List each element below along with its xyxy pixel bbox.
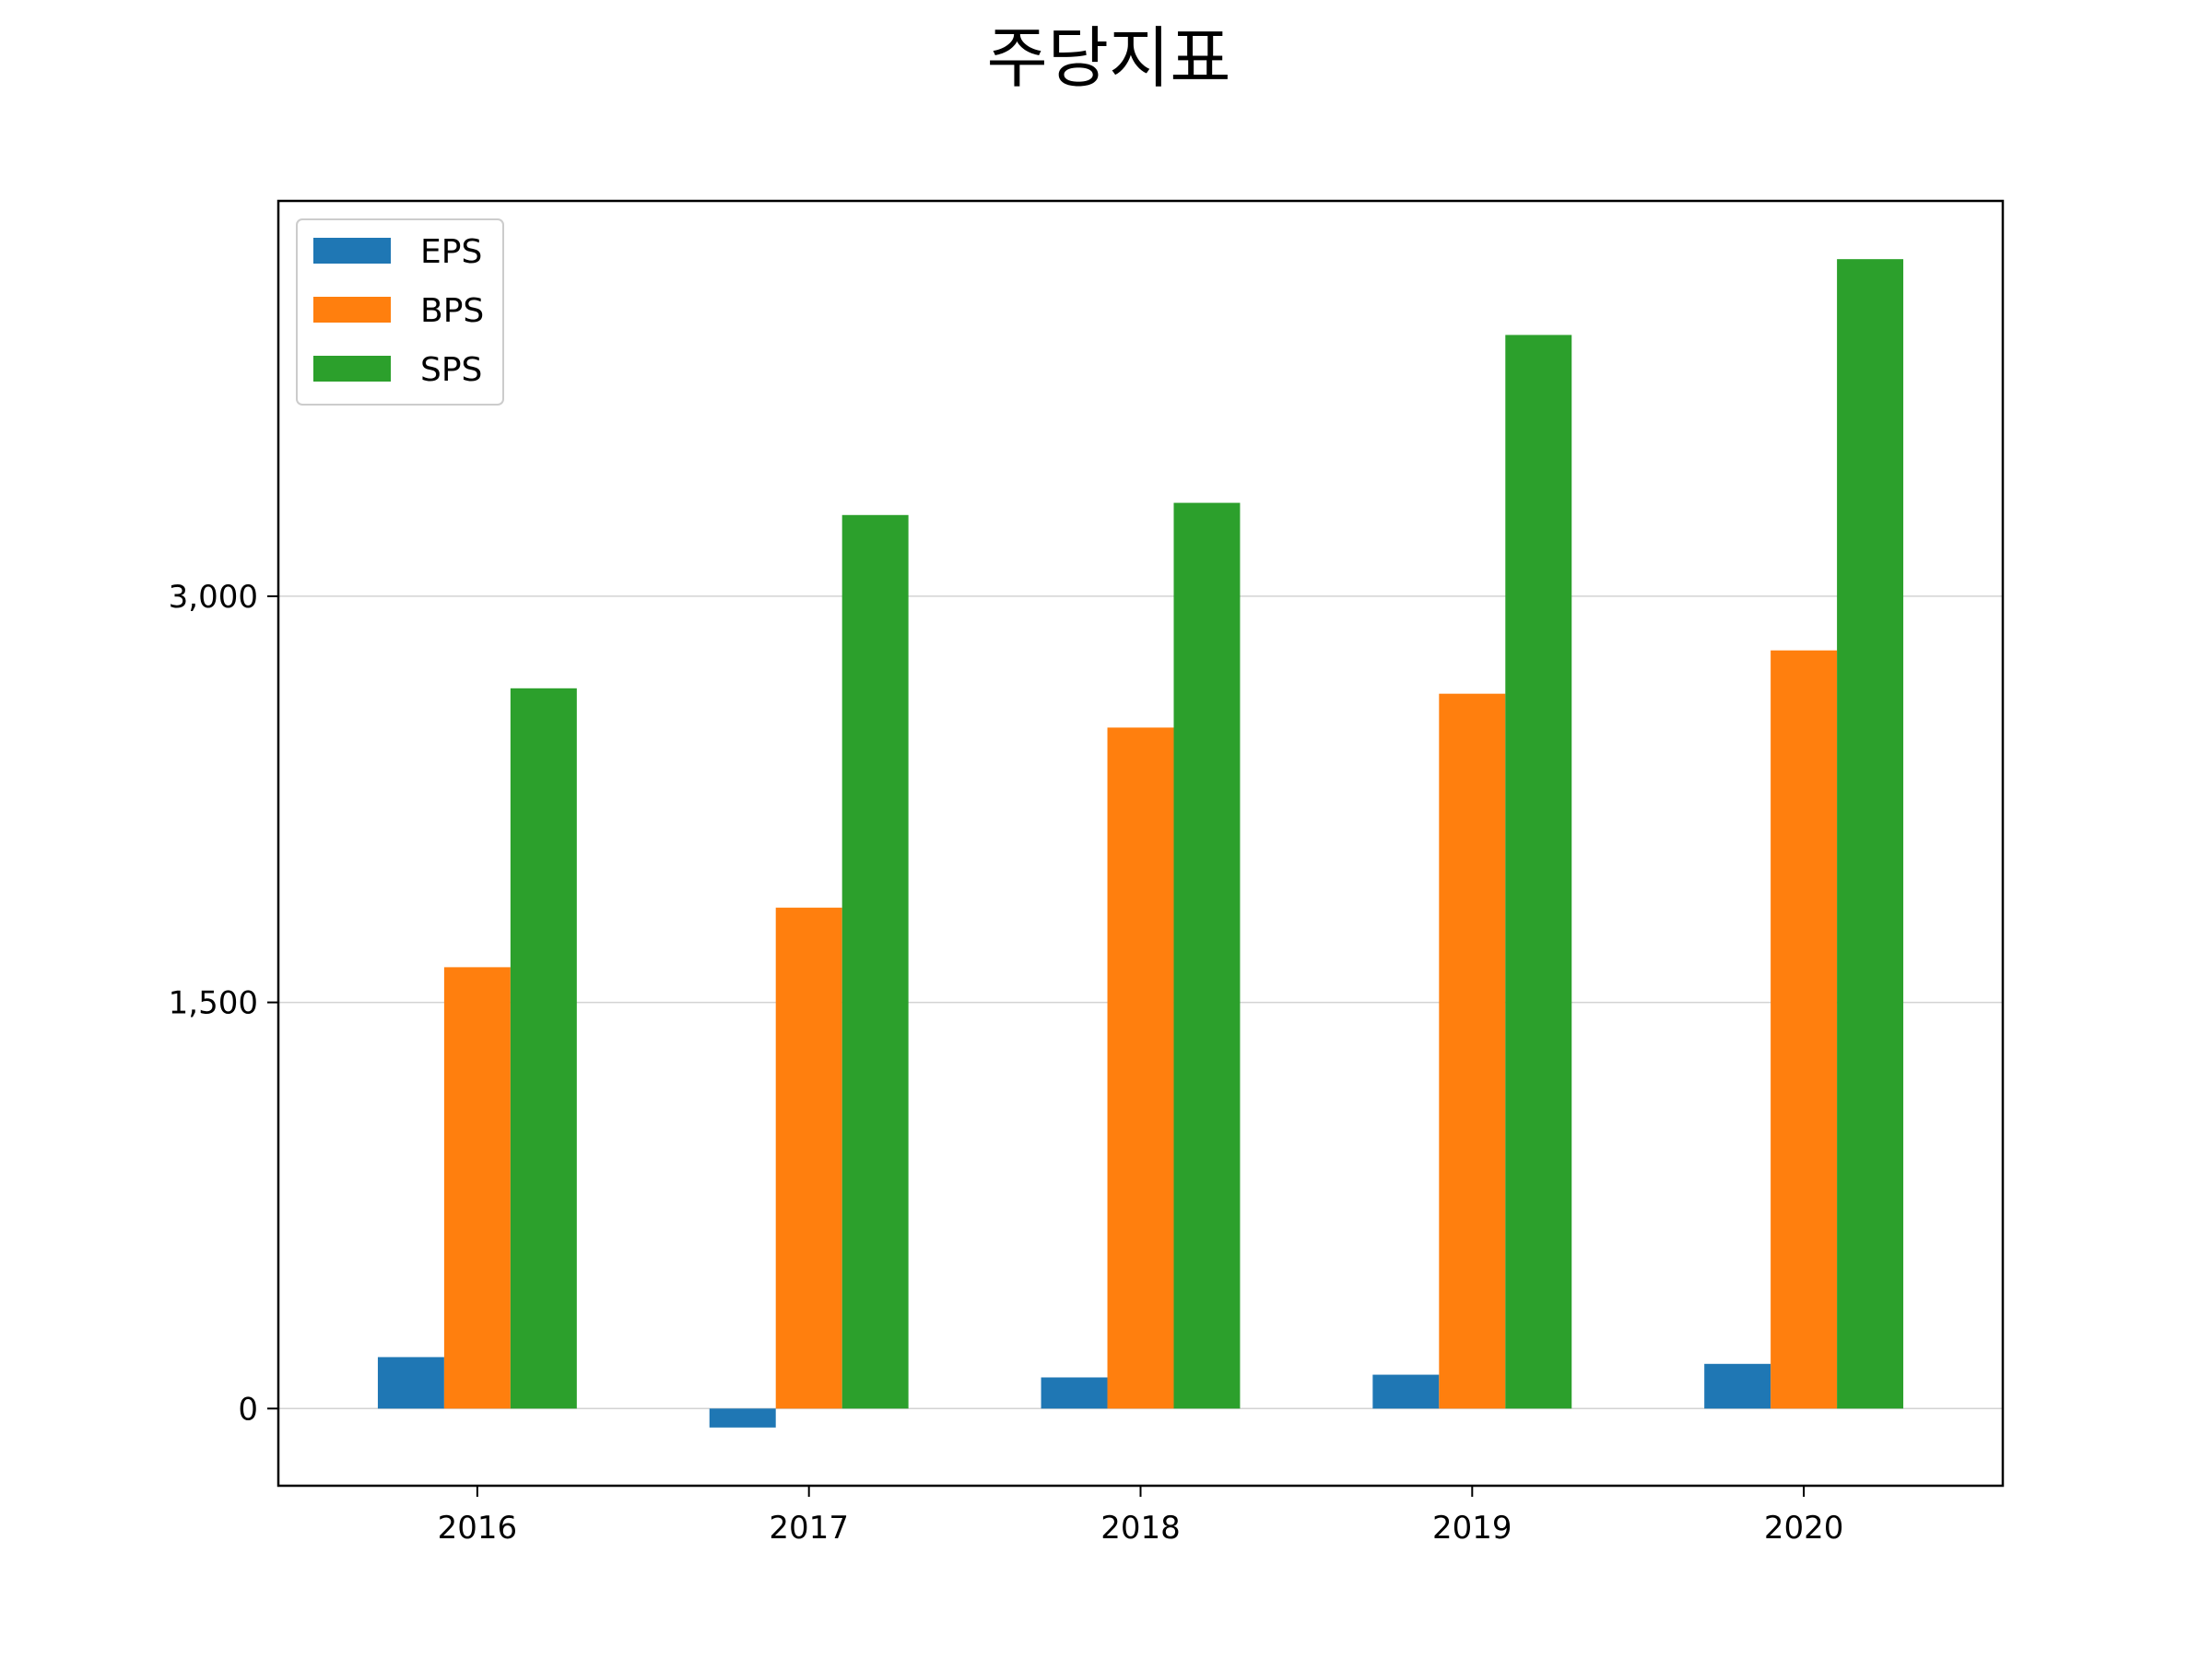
legend-swatch-bps [313,297,391,323]
legend-swatch-sps [313,356,391,382]
bar-eps-2017 [709,1408,776,1428]
bars [377,259,1904,1428]
bar-bps-2017 [775,907,842,1409]
legend-label-sps: SPS [420,351,482,389]
chart-title: 주당지표 [987,19,1231,97]
y-tick-label-0: 0 [238,1391,258,1428]
axis-ticks: 2016 2017 2018 2019 2020 0 1,500 3,000 [169,579,1844,1547]
x-tick-label-2018: 2018 [1100,1510,1181,1547]
legend-swatch-eps [313,238,391,264]
bar-eps-2020 [1704,1363,1771,1409]
bar-bps-2016 [443,967,511,1409]
legend-label-bps: BPS [420,292,484,330]
y-tick-label-3,000: 3,000 [169,579,258,616]
bar-bps-2020 [1771,650,1838,1409]
y-tick-label-1,500: 1,500 [169,985,258,1022]
bar-eps-2018 [1041,1377,1108,1409]
x-tick-label-2016: 2016 [438,1510,518,1547]
bar-eps-2016 [377,1357,444,1409]
bar-sps-2016 [510,688,577,1409]
legend: EPS BPS SPS [296,218,504,406]
x-tick-label-2020: 2020 [1764,1510,1844,1547]
bar-sps-2019 [1505,335,1572,1409]
bar-sps-2020 [1837,259,1904,1409]
bar-eps-2019 [1372,1374,1440,1409]
bar-bps-2018 [1107,727,1174,1409]
bar-bps-2019 [1439,693,1506,1409]
legend-label-eps: EPS [420,233,482,271]
x-tick-label-2017: 2017 [769,1510,849,1547]
x-tick-label-2019: 2019 [1432,1510,1512,1547]
bar-sps-2018 [1173,502,1241,1409]
bar-sps-2017 [841,514,909,1409]
